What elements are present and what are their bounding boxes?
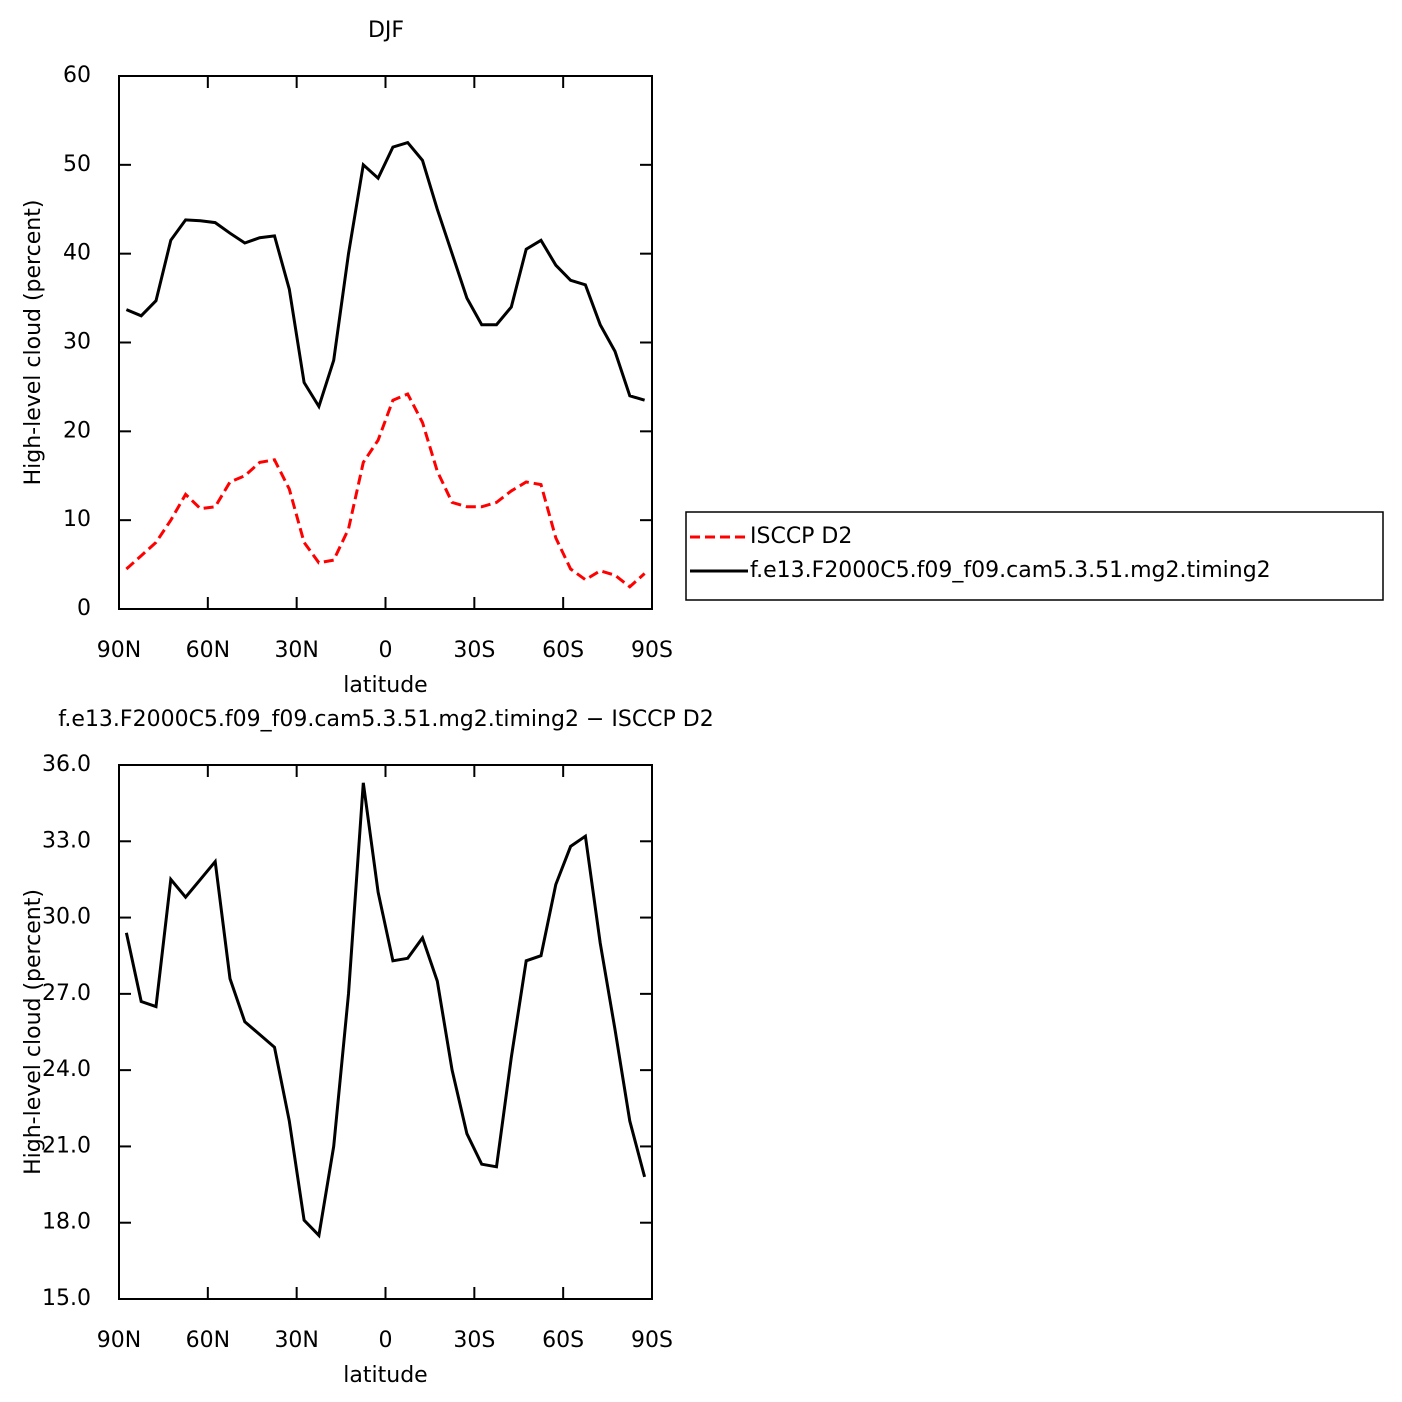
y-tick-label: 30 [63,330,91,355]
y-axis-label: High-level cloud (percent) [21,200,46,486]
x-tick-label: 0 [379,1328,393,1353]
x-tick-label: 60S [542,1328,584,1353]
x-tick-label: 30S [453,638,495,663]
x-tick-label: 90S [631,1328,673,1353]
y-tick-label: 18.0 [42,1210,91,1235]
x-tick-label: 60N [186,1328,230,1353]
x-tick-label: 90N [97,1328,141,1353]
x-tick-label: 60S [542,638,584,663]
x-tick-label: 0 [379,638,393,663]
legend-label: ISCCP D2 [750,524,852,549]
y-tick-label: 36.0 [42,752,91,777]
x-tick-label: 90N [97,638,141,663]
plot-frame [118,75,653,610]
x-tick-label: 30S [453,1328,495,1353]
plot-frame [118,764,653,1300]
y-tick-label: 15.0 [42,1286,91,1311]
y-tick-label: 27.0 [42,981,91,1006]
x-tick-label: 60N [186,638,230,663]
y-tick-label: 30.0 [42,905,91,930]
x-tick-label: 30N [274,1328,318,1353]
x-axis-label: latitude [343,1363,427,1388]
legend-box [685,511,1384,601]
y-tick-label: 21.0 [42,1133,91,1158]
y-tick-label: 50 [63,152,91,177]
x-axis-label: latitude [343,673,427,698]
y-tick-label: 0 [77,596,91,621]
data-line [124,782,647,1239]
y-tick-label: 60 [63,63,91,88]
x-tick-label: 30N [274,638,318,663]
y-tick-label: 20 [63,418,91,443]
data-line [125,140,646,411]
y-tick-label: 10 [63,507,91,532]
y-tick-label: 40 [63,241,91,266]
y-tick-label: 24.0 [42,1057,91,1082]
data-line [125,392,646,589]
x-tick-label: 90S [631,638,673,663]
y-axis-label: High-level cloud (percent) [21,889,46,1175]
chart-title: DJF [368,18,404,43]
y-tick-label: 33.0 [42,828,91,853]
chart-title: f.e13.F2000C5.f09_f09.cam5.3.51.mg2.timi… [58,707,713,732]
legend-label: f.e13.F2000C5.f09_f09.cam5.3.51.mg2.timi… [750,558,1271,583]
